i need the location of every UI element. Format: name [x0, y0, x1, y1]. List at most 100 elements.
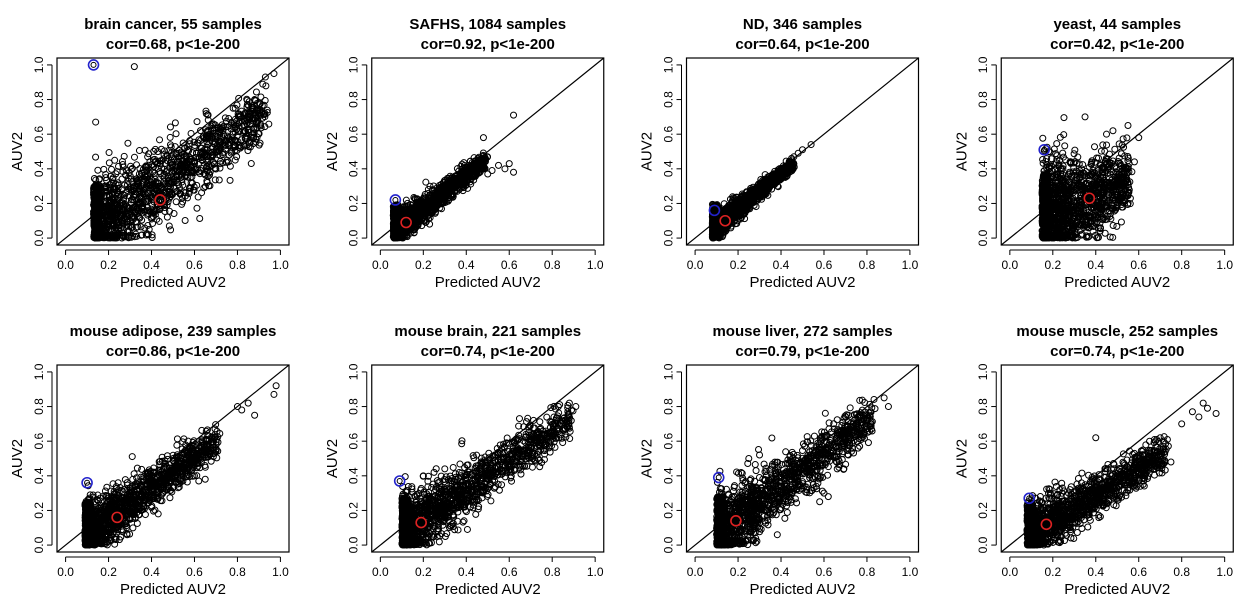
x-tick-label: 0.8	[229, 258, 246, 272]
highlight-blue-inner	[711, 207, 718, 214]
data-point	[209, 151, 217, 159]
data-point	[464, 172, 472, 180]
data-point	[446, 172, 454, 180]
data-point	[204, 158, 212, 166]
data-point	[248, 103, 256, 111]
data-point	[244, 147, 252, 155]
data-point	[197, 127, 205, 135]
data-point	[122, 171, 130, 179]
panel-title: ND, 346 samples	[743, 16, 862, 33]
x-tick-label: 1.0	[587, 258, 604, 272]
data-point	[148, 184, 156, 192]
data-point	[105, 192, 113, 200]
data-point	[127, 165, 135, 173]
data-point	[231, 115, 239, 123]
data-point	[408, 224, 416, 232]
panel-subtitle: cor=0.68, p<1e-200	[106, 36, 240, 53]
data-point	[119, 199, 127, 207]
data-point	[263, 106, 271, 114]
data-point	[261, 96, 269, 104]
outlier-point	[501, 165, 509, 173]
data-point	[202, 107, 210, 115]
x-tick-label: 0.2	[730, 258, 747, 272]
data-point	[110, 221, 118, 229]
y-tick-label: 0.8	[662, 91, 676, 108]
data-point	[198, 189, 206, 197]
data-point	[136, 214, 144, 222]
identity-line	[57, 58, 289, 245]
data-point	[111, 156, 119, 164]
data-point	[177, 174, 185, 182]
data-point	[789, 163, 797, 171]
data-point	[181, 216, 189, 224]
data-point	[145, 225, 153, 233]
data-point	[193, 118, 201, 126]
data-point	[257, 122, 265, 130]
data-point	[412, 202, 420, 210]
data-point	[139, 203, 147, 211]
data-point	[175, 181, 183, 189]
data-point	[441, 191, 449, 199]
data-point	[233, 117, 241, 125]
data-point	[118, 231, 126, 239]
points-layer	[686, 58, 919, 245]
data-point	[203, 178, 211, 186]
y-tick-label: 0.0	[662, 229, 676, 246]
data-point	[145, 161, 153, 169]
y-tick-label: 0.4	[347, 160, 361, 177]
data-point	[225, 151, 233, 159]
data-point	[155, 217, 163, 225]
data-point	[177, 148, 185, 156]
data-point	[459, 187, 467, 195]
data-point	[167, 226, 175, 234]
data-point	[208, 124, 216, 132]
data-point	[134, 196, 142, 204]
data-point	[454, 177, 462, 185]
data-point	[165, 176, 173, 184]
x-tick-label: 0.6	[501, 258, 518, 272]
data-point	[226, 162, 234, 170]
data-point	[202, 165, 210, 173]
data-point	[460, 180, 468, 188]
data-point	[231, 156, 239, 164]
data-point	[127, 162, 135, 170]
data-point	[116, 212, 124, 220]
data-point	[779, 164, 787, 172]
data-point	[476, 166, 484, 174]
data-point	[165, 146, 173, 154]
data-point	[223, 136, 231, 144]
data-point	[200, 170, 208, 178]
y-tick-label: 0.4	[662, 160, 676, 177]
data-point	[422, 178, 430, 186]
highlight-red-point	[154, 194, 166, 206]
data-point	[449, 190, 457, 198]
y-tick-label: 0.2	[347, 195, 361, 212]
data-point	[460, 166, 468, 174]
data-point	[474, 169, 482, 177]
data-point	[120, 210, 128, 218]
x-tick-label: 0.6	[186, 258, 203, 272]
data-point	[241, 135, 249, 143]
data-point	[94, 228, 102, 236]
data-point	[235, 110, 243, 118]
data-point	[418, 205, 426, 213]
data-point	[94, 166, 102, 174]
outlier-point	[484, 170, 492, 178]
data-point	[243, 115, 251, 123]
y-tick-label: 1.0	[32, 56, 46, 73]
data-point	[783, 169, 791, 177]
data-point	[104, 234, 112, 242]
data-point	[215, 176, 223, 184]
data-point	[113, 230, 121, 238]
data-point	[194, 139, 202, 147]
x-tick-label: 0.4	[773, 258, 790, 272]
data-point	[163, 167, 171, 175]
y-tick-label: 0.6	[347, 126, 361, 143]
data-point	[172, 198, 180, 206]
data-point	[128, 164, 136, 172]
data-point	[123, 218, 131, 226]
x-axis-label: Predicted AUV2	[750, 274, 856, 291]
data-point	[166, 133, 174, 141]
